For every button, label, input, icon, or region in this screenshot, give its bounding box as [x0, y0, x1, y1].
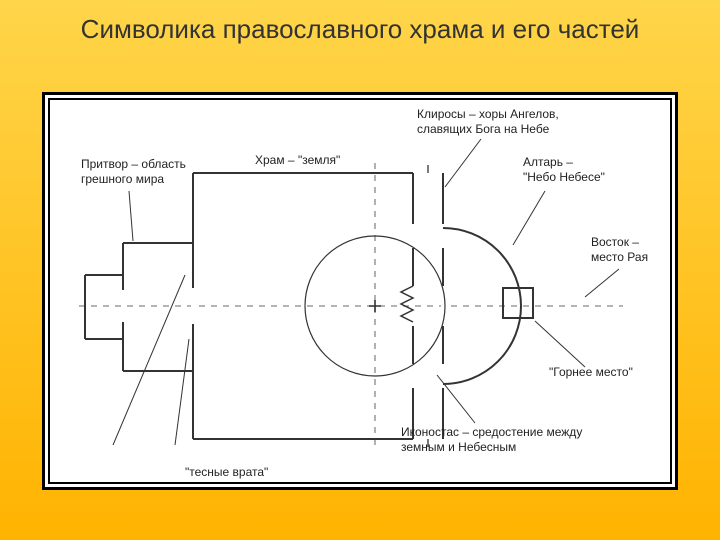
- slide-title: Символика православного храма и его част…: [0, 14, 720, 45]
- slide-root: Символика православного храма и его част…: [0, 0, 720, 540]
- diagram-frame: Притвор – область грешного мира Храм – "…: [42, 92, 678, 490]
- label-gornee: "Горнее место": [549, 365, 633, 380]
- label-pritvor: Притвор – область грешного мира: [81, 157, 186, 187]
- label-altar: Алтарь – "Небо Небесе": [523, 155, 605, 185]
- label-tesnye-vrata: "тесные врата": [185, 465, 268, 480]
- label-vostok: Восток – место Рая: [591, 235, 648, 265]
- label-klirosy: Клиросы – хоры Ангелов, славящих Бога на…: [417, 107, 559, 137]
- label-ikonostas: Иконостас – средостение между земным и Н…: [401, 425, 582, 455]
- label-khram: Храм – "земля": [255, 153, 340, 168]
